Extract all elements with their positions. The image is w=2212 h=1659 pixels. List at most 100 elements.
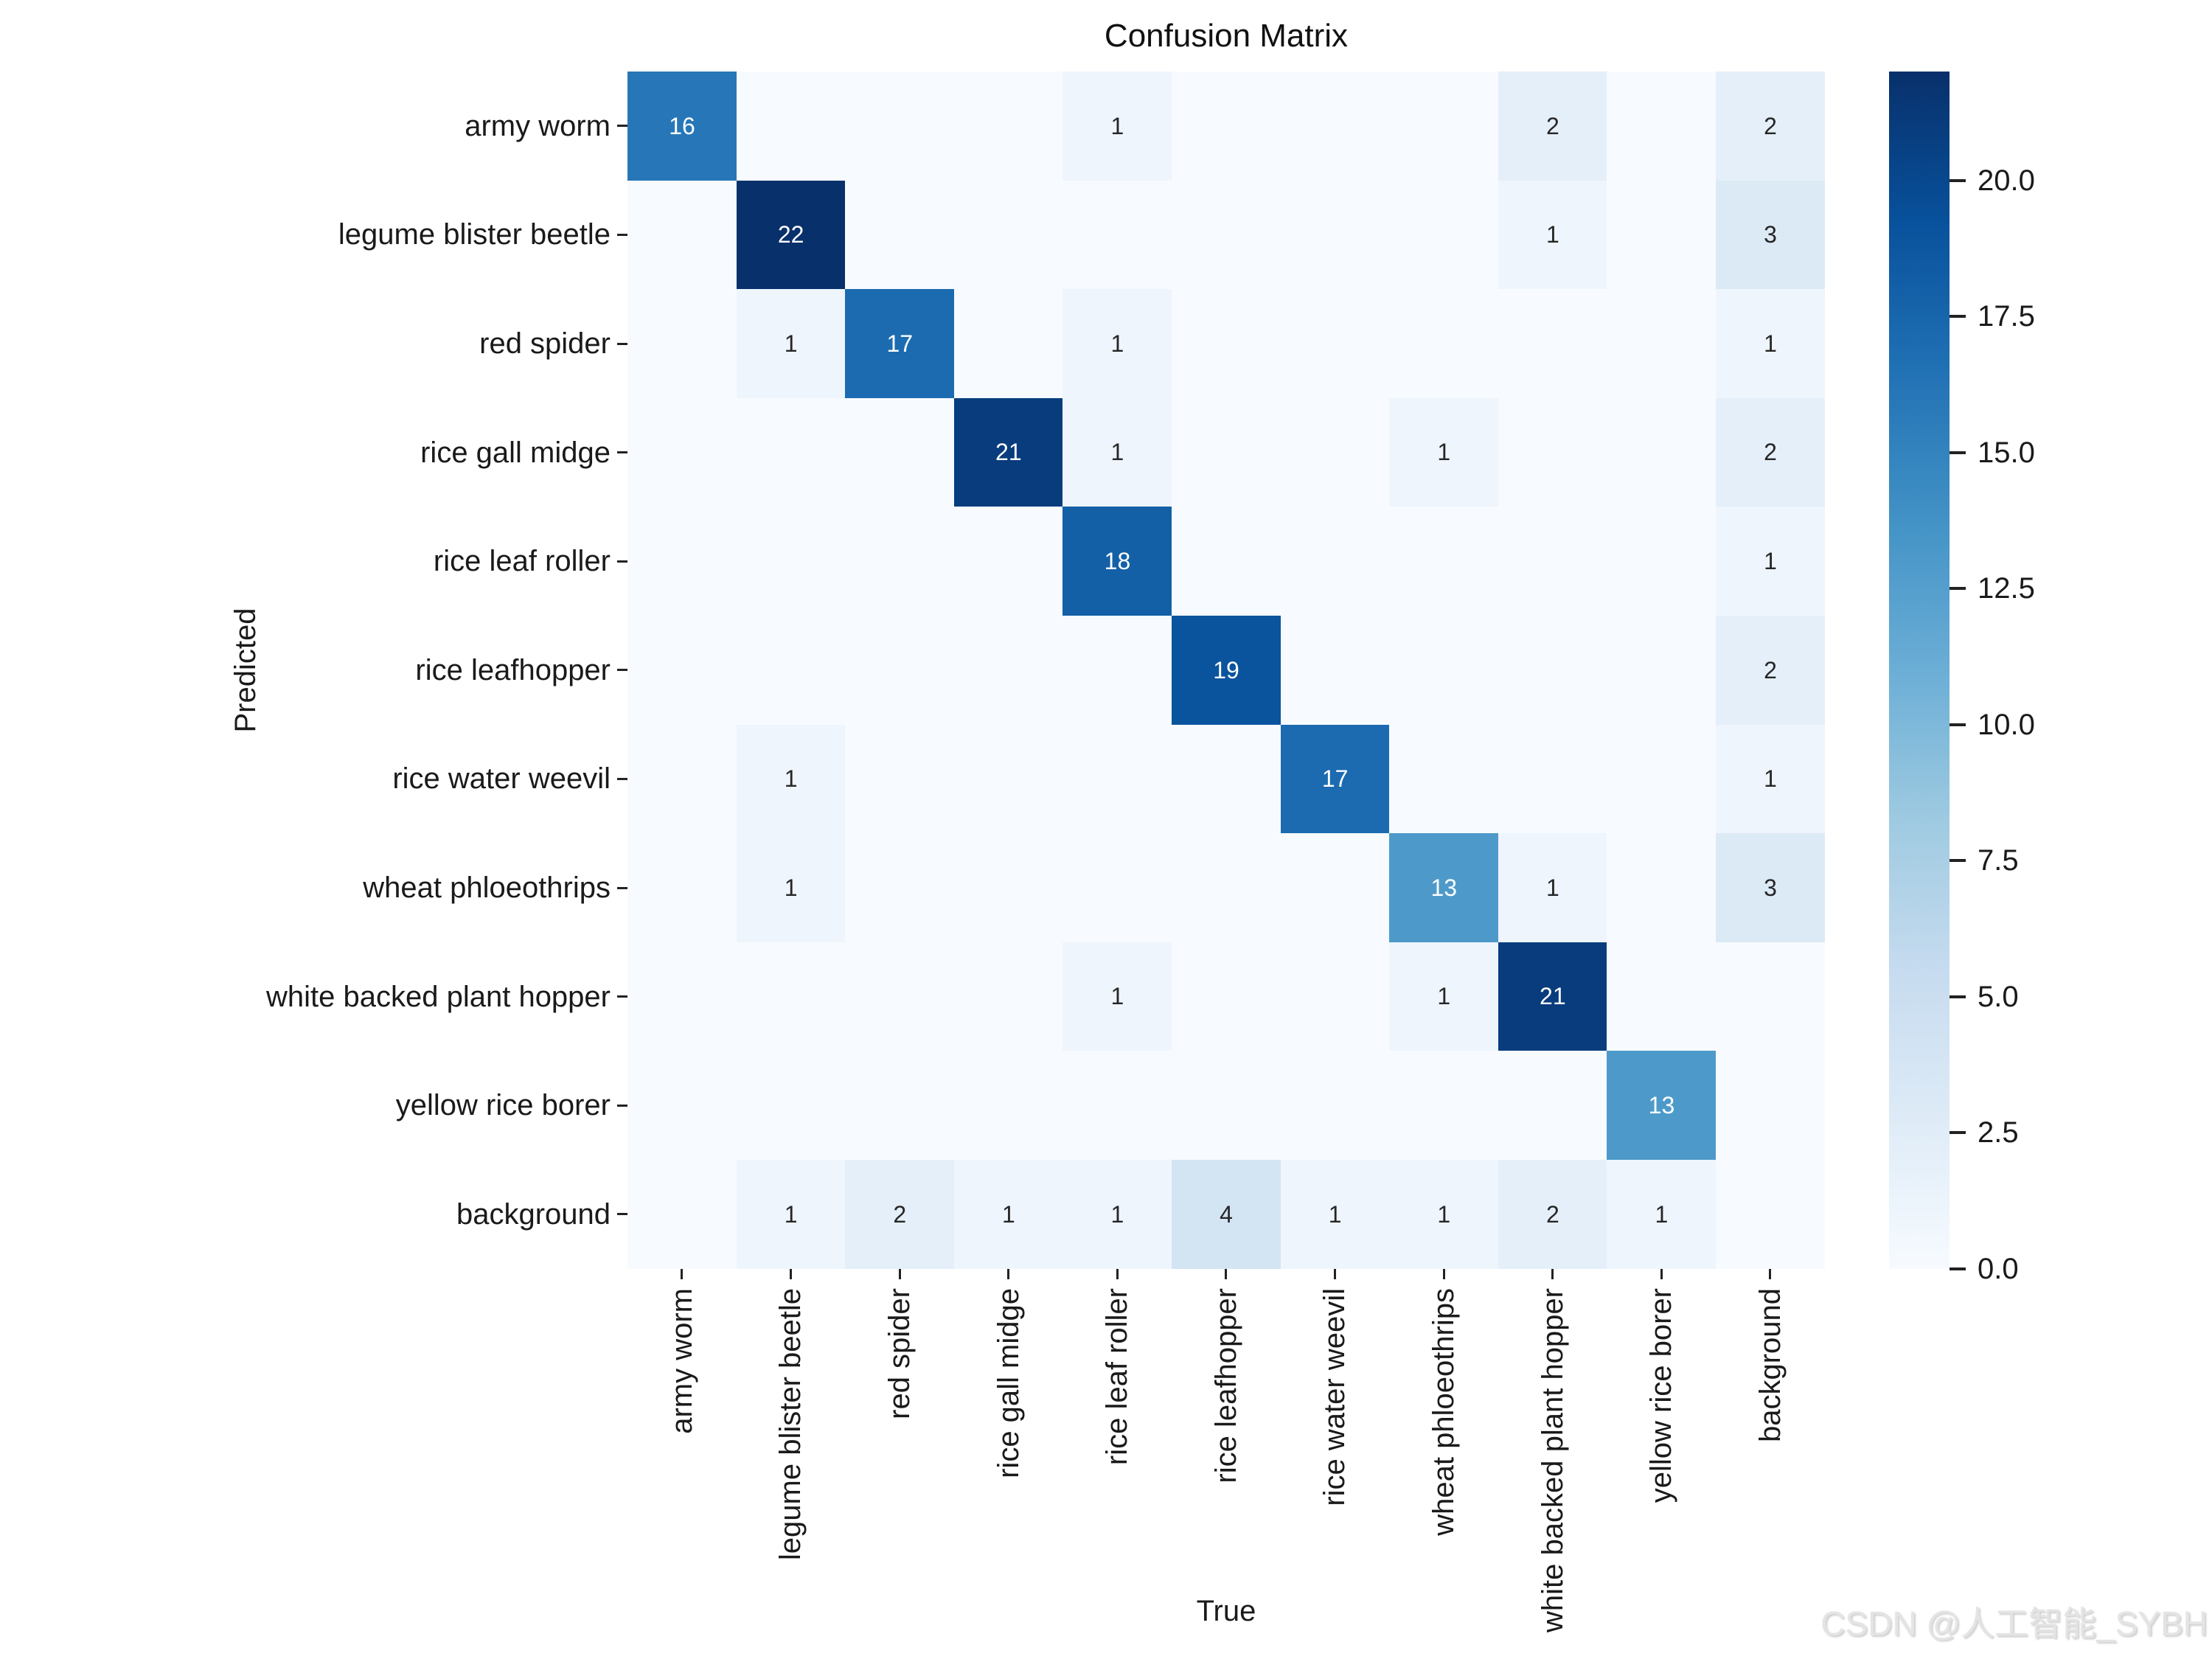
heatmap-cell: 1 — [1280, 1160, 1390, 1270]
heatmap-cell — [845, 72, 955, 181]
watermark: CSDN @人工智能_SYBH — [1820, 1604, 2208, 1643]
colorbar-tick-label: 0.0 — [1978, 1253, 2019, 1285]
heatmap-cell: 1 — [1716, 289, 1826, 399]
heatmap-cell — [1280, 1051, 1390, 1161]
heatmap-cell — [1280, 507, 1390, 616]
heatmap-cell — [627, 397, 737, 507]
cell-value: 1 — [1110, 112, 1124, 139]
cell-value: 1 — [784, 874, 798, 901]
colorbar-tick-mark — [1950, 995, 1966, 998]
x-tick-mark — [681, 1268, 684, 1279]
heatmap-cell — [1716, 1160, 1826, 1270]
heatmap-cell: 2 — [1716, 72, 1826, 181]
heatmap-cell — [1389, 724, 1499, 834]
y-tick-label: rice water weevil — [392, 762, 611, 796]
y-tick-mark — [617, 1104, 627, 1107]
heatmap-cell — [1062, 616, 1172, 726]
colorbar-tick-mark — [1950, 451, 1966, 454]
cell-value: 1 — [1328, 1200, 1342, 1228]
y-tick-mark — [617, 233, 627, 236]
heatmap-cell — [627, 507, 737, 616]
heatmap-cell — [1062, 180, 1172, 290]
heatmap-cell — [1280, 397, 1390, 507]
heatmap-cell — [1280, 180, 1390, 290]
heatmap-cell — [1389, 72, 1499, 181]
heatmap-cell: 3 — [1716, 833, 1826, 943]
heatmap-cell — [845, 616, 955, 726]
x-tick-label: legume blister beetle — [774, 1287, 807, 1560]
cell-value: 1 — [1110, 1200, 1124, 1228]
heatmap-cell: 1 — [1389, 942, 1499, 1051]
heatmap-cell — [1172, 507, 1281, 616]
heatmap-cell — [1172, 180, 1281, 290]
heatmap-cell — [1607, 289, 1717, 399]
heatmap-cell — [1172, 833, 1281, 943]
cell-value: 1 — [1545, 221, 1559, 248]
heatmap-cell — [1498, 616, 1607, 726]
heatmap-cell — [736, 1051, 846, 1161]
cell-value: 19 — [1213, 656, 1239, 684]
heatmap-cell: 1 — [1062, 397, 1172, 507]
y-tick-mark — [617, 342, 627, 345]
y-tick-mark — [617, 669, 627, 672]
cell-value: 3 — [1764, 221, 1777, 248]
x-axis-title: True — [1196, 1595, 1256, 1627]
x-tick-label: rice leaf roller — [1101, 1287, 1134, 1465]
x-tick-label: rice leafhopper — [1209, 1287, 1242, 1484]
x-tick-label: background — [1753, 1287, 1787, 1442]
heatmap-cell: 2 — [845, 1160, 955, 1270]
cell-value: 1 — [784, 1200, 798, 1228]
cell-value: 16 — [669, 112, 695, 139]
heatmap-cell: 1 — [1062, 72, 1172, 181]
cell-value: 21 — [1540, 983, 1566, 1010]
heatmap-cell — [1389, 180, 1499, 290]
cell-value: 1 — [1001, 1200, 1015, 1228]
heatmap-cell — [1389, 616, 1499, 726]
heatmap-cell: 1 — [1498, 833, 1607, 943]
heatmap-cell — [1389, 289, 1499, 399]
heatmap-cell: 1 — [1062, 289, 1172, 399]
y-tick-mark — [617, 995, 627, 998]
colorbar-tick-mark — [1950, 315, 1966, 319]
heatmap-cell — [953, 289, 1063, 399]
heatmap-cell — [845, 180, 955, 290]
heatmap-cell: 16 — [627, 72, 737, 181]
colorbar-tick-label: 20.0 — [1978, 164, 2035, 197]
colorbar-tick-label: 12.5 — [1978, 572, 2035, 605]
heatmap-cell — [953, 507, 1063, 616]
heatmap-cell — [1389, 507, 1499, 616]
colorbar-tick-mark — [1950, 1131, 1966, 1135]
heatmap-cell — [1062, 833, 1172, 943]
colorbar-tick-label: 7.5 — [1978, 844, 2019, 877]
heatmap-cell: 1 — [736, 724, 846, 834]
heatmap-cell — [1062, 724, 1172, 834]
heatmap-cell — [845, 507, 955, 616]
colorbar-tick-mark — [1950, 859, 1966, 863]
heatmap-cell: 13 — [1607, 1051, 1717, 1161]
y-tick-label: yellow rice borer — [395, 1089, 611, 1122]
heatmap-cell — [1172, 942, 1281, 1051]
heatmap-cell: 2 — [1716, 397, 1826, 507]
colorbar-tick-mark — [1950, 723, 1966, 726]
x-tick-mark — [1225, 1268, 1228, 1279]
cell-value: 1 — [1545, 874, 1559, 901]
heatmap-cell — [1607, 942, 1717, 1051]
cell-value: 2 — [1764, 656, 1777, 684]
y-tick-label: wheat phloeothrips — [363, 872, 611, 904]
heatmap-cell — [953, 180, 1063, 290]
heatmap-cell: 1 — [953, 1160, 1063, 1270]
y-tick-mark — [617, 886, 627, 889]
y-axis-title: Predicted — [229, 608, 262, 733]
heatmap-cell — [1716, 942, 1826, 1051]
heatmap-cell — [845, 833, 955, 943]
y-tick-label: rice leafhopper — [415, 653, 611, 686]
heatmap-cell: 2 — [1716, 616, 1826, 726]
heatmap-cell: 1 — [1498, 180, 1607, 290]
heatmap-cell — [627, 289, 737, 399]
heatmap-cell: 1 — [1062, 942, 1172, 1051]
heatmap-cell — [736, 507, 846, 616]
cell-value: 13 — [1430, 874, 1458, 901]
heatmap-cell — [953, 72, 1063, 181]
x-tick-label: rice gall midge — [992, 1287, 1025, 1478]
x-tick-mark — [1551, 1268, 1554, 1279]
